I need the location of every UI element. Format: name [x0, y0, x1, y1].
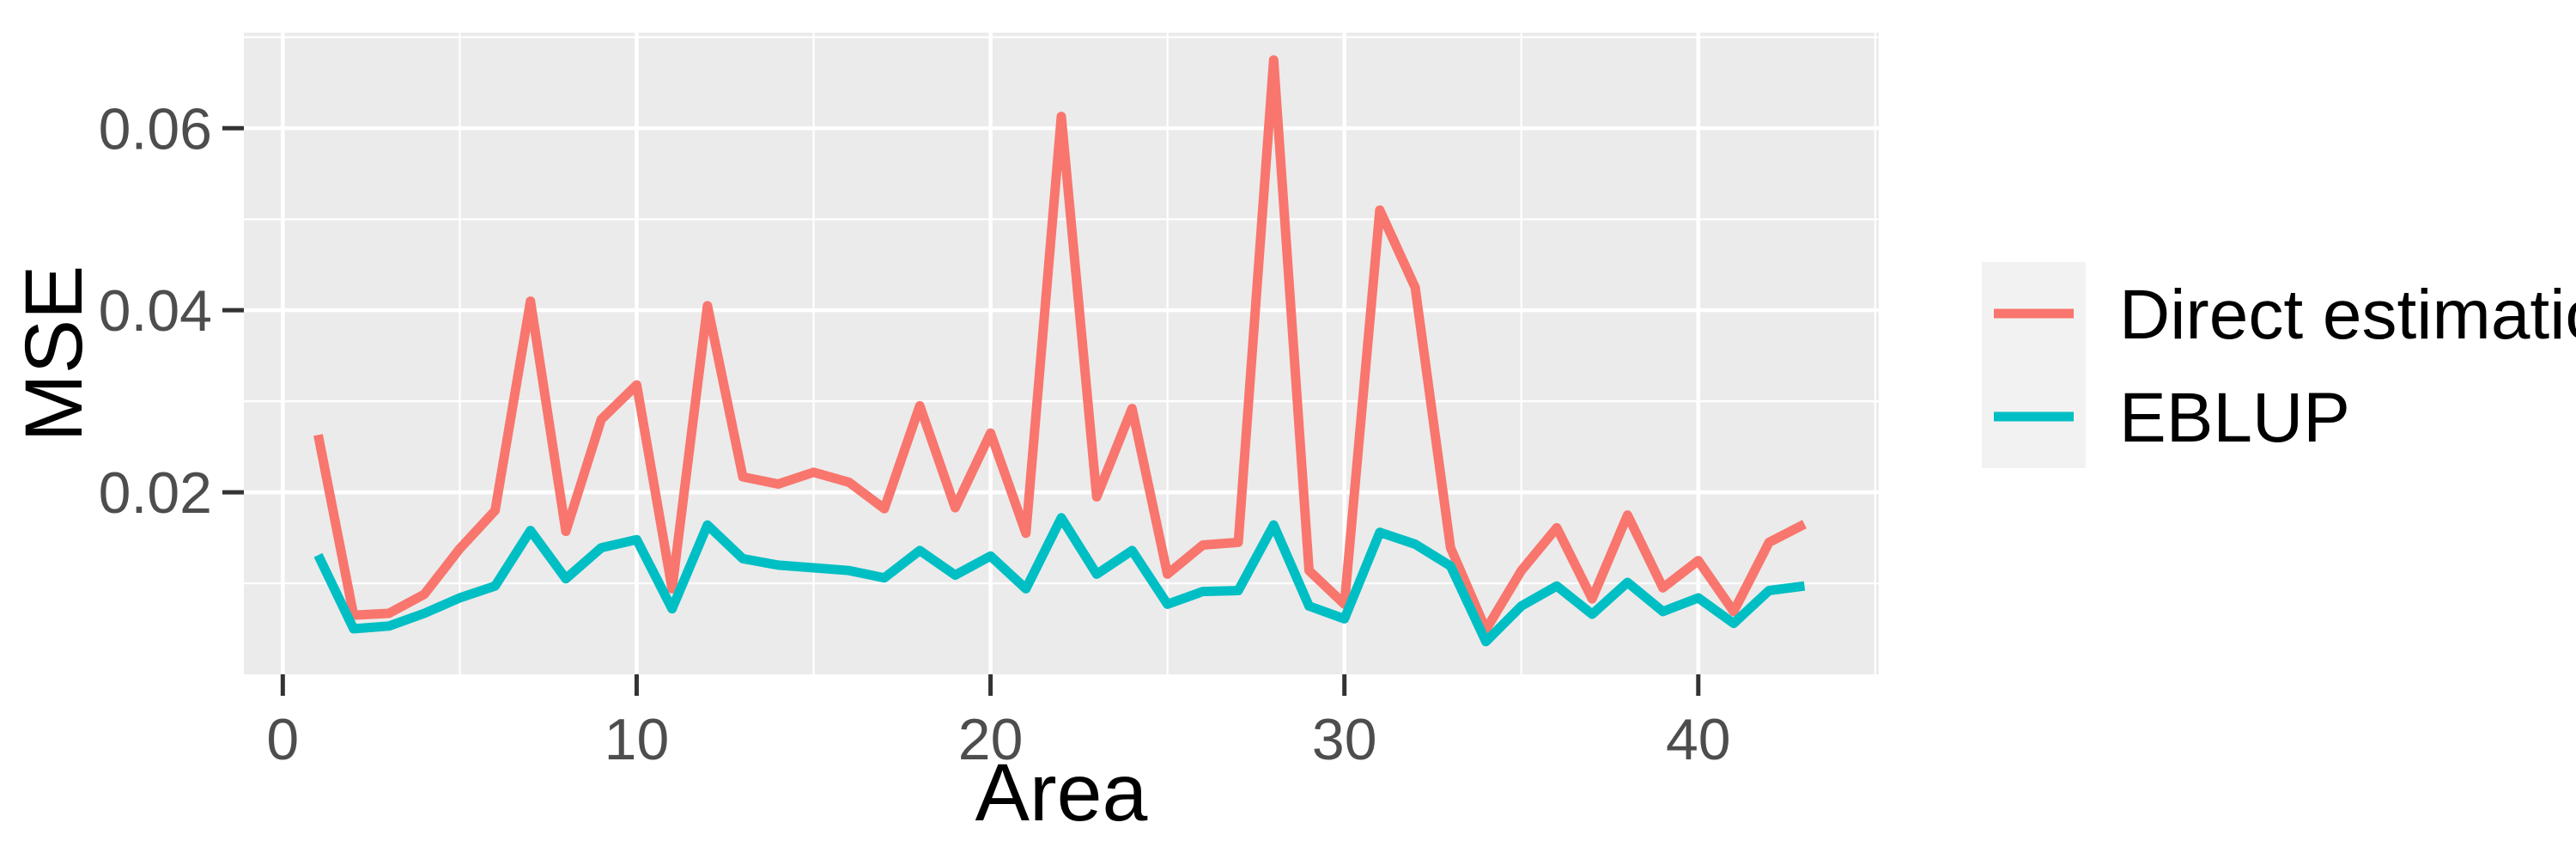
x-tick-label: 20	[958, 707, 1024, 772]
legend-label-eblup: EBLUP	[2119, 379, 2350, 457]
x-tick-label: 10	[605, 707, 670, 772]
series-line-direct-estimation	[313, 55, 1807, 635]
y-tick-label: 0.04	[99, 278, 212, 344]
legend-label-direct-estimation: Direct estimation	[2119, 276, 2576, 354]
x-tick-label: 40	[1666, 707, 1731, 772]
x-axis-title: Area	[975, 747, 1148, 838]
y-axis-title: MSE	[9, 265, 100, 442]
x-tick-label: 0	[266, 707, 299, 772]
y-tick-label: 0.02	[99, 460, 212, 526]
series-line-eblup	[313, 513, 1806, 647]
y-tick-label: 0.06	[99, 96, 212, 161]
x-tick-label: 30	[1312, 707, 1377, 772]
